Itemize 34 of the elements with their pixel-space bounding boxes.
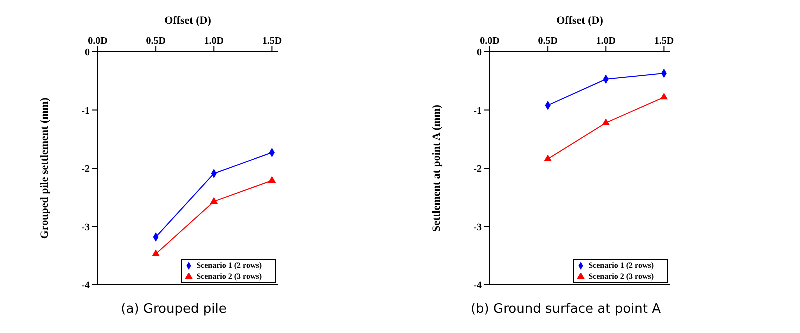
text: (a) Grouped pile	[120, 302, 228, 317]
point	[660, 92, 668, 100]
x-axis-title: Offset (D)	[556, 14, 604, 27]
legend-label: Scenario 1 (2 rows)	[588, 261, 654, 270]
y-axis-title: Grouped pile settlement (mm)	[38, 98, 51, 240]
y-tick-label: -4	[82, 280, 90, 292]
y-tick-label: -1	[474, 106, 482, 117]
y-tick-label: -4	[474, 280, 482, 292]
y-tick-label: -3	[474, 222, 482, 234]
y-tick-label: 0	[477, 48, 482, 59]
point	[268, 176, 276, 183]
point	[544, 154, 552, 162]
x-tick-label: 1.5D	[262, 36, 282, 47]
legend-label: Scenario 2 (3 rows)	[196, 272, 262, 281]
y-tick-label: -3	[82, 222, 90, 234]
y-axis-title: Settlement at point A (mm)	[430, 104, 443, 232]
x-tick-label: 1.0D	[204, 36, 224, 47]
point	[210, 197, 218, 204]
point	[152, 250, 160, 256]
x-tick-label: 0.5D	[146, 36, 166, 47]
legend-label: Scenario 2 (3 rows)	[588, 272, 654, 281]
text: (b) Ground surface at point A	[470, 302, 662, 317]
point	[602, 118, 610, 126]
x-tick-label: 0.5D	[538, 36, 558, 47]
x-axis-title: Offset (D)	[164, 14, 212, 27]
x-tick-label: 0.0D	[480, 36, 500, 47]
x-tick-label: 1.5D	[654, 36, 674, 47]
x-tick-label: 0.0D	[88, 36, 108, 47]
y-tick-label: 0	[85, 48, 90, 59]
x-tick-label: 1.0D	[596, 36, 616, 47]
y-tick-label: -2	[82, 164, 90, 176]
legend-label: Scenario 1 (2 rows)	[196, 261, 262, 270]
y-tick-label: -2	[474, 164, 482, 176]
y-tick-label: -1	[82, 106, 90, 117]
